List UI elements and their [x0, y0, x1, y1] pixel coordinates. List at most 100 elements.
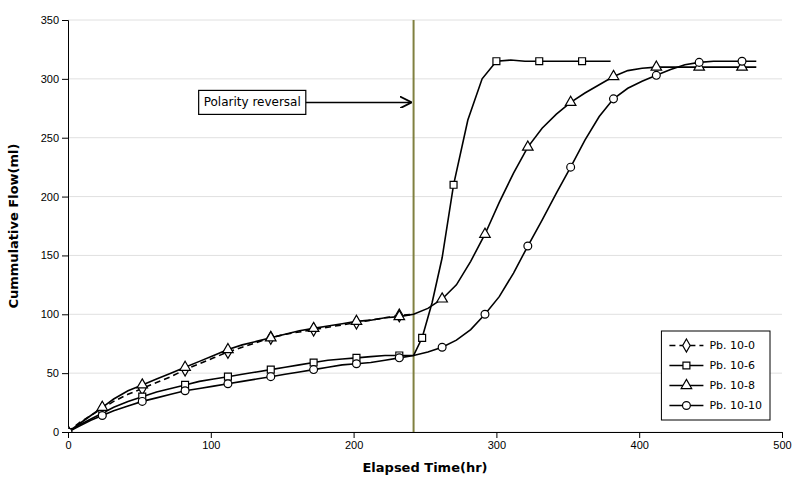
- tick-label: 500: [773, 439, 791, 451]
- tick: 250: [41, 132, 68, 144]
- series-markers: [68, 57, 746, 432]
- tick: 350: [41, 14, 68, 26]
- chart: 0 100 200 300 400 500 0 50 100 150 200 250 300 350 Pol…: [0, 0, 806, 484]
- tick-label: 100: [41, 308, 59, 320]
- marker: [608, 70, 619, 79]
- tick-mark: [782, 432, 783, 438]
- tick-mark: [62, 197, 68, 198]
- marker: [353, 360, 361, 368]
- tick-label: 250: [41, 132, 59, 144]
- legend: Pb. 10-0 Pb. 10-6 Pb. 10-8 Pb. 10-10: [661, 331, 770, 420]
- data-area: [68, 20, 756, 432]
- marker: [738, 57, 746, 65]
- tick: 50: [47, 367, 68, 379]
- grid-line: [68, 255, 782, 256]
- legend-label: Pb. 10-10: [709, 399, 762, 412]
- grid-line: [68, 137, 782, 138]
- series-line: [68, 314, 414, 432]
- grid-line: [68, 20, 782, 21]
- marker: [652, 71, 660, 79]
- legend-label: Pb. 10-6: [709, 359, 755, 372]
- tick-mark: [354, 432, 355, 438]
- y-axis: 0 50 100 150 200 250 300 350: [41, 14, 69, 438]
- marker: [181, 387, 189, 395]
- tick-mark: [62, 255, 68, 256]
- series-markers: [68, 309, 403, 432]
- marker: [224, 373, 231, 380]
- x-axis: 0 100 200 300 400 500: [65, 432, 791, 451]
- tick-label: 100: [202, 439, 220, 451]
- marker: [395, 354, 403, 362]
- tick: 100: [41, 308, 68, 320]
- marker: [137, 379, 148, 388]
- marker: [437, 293, 448, 302]
- marker: [450, 181, 457, 188]
- marker: [579, 58, 586, 65]
- tick-label: 300: [41, 73, 59, 85]
- tick: 0: [65, 432, 71, 451]
- marker: [695, 58, 703, 66]
- legend-marker: [683, 362, 690, 369]
- tick-mark: [62, 20, 68, 21]
- marker: [310, 359, 317, 366]
- marker: [419, 334, 426, 341]
- tick-mark: [62, 138, 68, 139]
- legend-box: [661, 331, 770, 420]
- tick-mark: [639, 432, 640, 438]
- tick: 200: [41, 191, 68, 203]
- x-axis-title: Elapsed Time(hr): [362, 460, 487, 475]
- marker: [308, 322, 319, 331]
- annotation-text: Polarity reversal: [204, 95, 301, 109]
- tick-label: 50: [47, 367, 59, 379]
- series-markers: [68, 58, 586, 432]
- annotation: Polarity reversal: [199, 90, 411, 114]
- tick-label: 200: [41, 191, 59, 203]
- series-markers: [68, 61, 747, 432]
- tick: 300: [41, 73, 68, 85]
- marker: [98, 412, 106, 420]
- marker: [267, 366, 274, 373]
- marker: [138, 397, 146, 405]
- grid-line: [68, 196, 782, 197]
- tick-mark: [62, 432, 68, 433]
- tick: 0: [53, 426, 68, 438]
- legend-item: Pb. 10-6: [669, 359, 755, 372]
- series-line: [68, 67, 756, 432]
- marker: [394, 311, 405, 320]
- tick-label: 350: [41, 14, 59, 26]
- tick-mark: [62, 79, 68, 80]
- marker: [438, 343, 446, 351]
- tick-label: 150: [41, 249, 59, 261]
- tick: 200: [345, 432, 363, 451]
- annotation-box: [199, 90, 306, 114]
- legend-item: Pb. 10-0: [669, 339, 755, 352]
- legend-marker: [683, 402, 691, 410]
- reference-line: [413, 20, 415, 432]
- marker: [351, 315, 362, 324]
- grid: [68, 20, 782, 432]
- tick-label: 300: [488, 439, 506, 451]
- marker: [481, 310, 489, 318]
- marker: [266, 332, 277, 341]
- legend-marker: [681, 379, 692, 388]
- marker: [180, 361, 191, 370]
- marker: [565, 96, 576, 105]
- tick-mark: [211, 432, 212, 438]
- legend-label: Pb. 10-0: [709, 339, 755, 352]
- marker: [97, 401, 108, 410]
- annotation-arrow: [306, 102, 411, 104]
- legend-item: Pb. 10-8: [669, 379, 755, 392]
- marker: [493, 58, 500, 65]
- marker: [223, 344, 234, 353]
- marker: [480, 228, 491, 237]
- marker: [310, 366, 318, 374]
- axis-line: [69, 433, 783, 439]
- series-line: [68, 60, 611, 432]
- tick-label: 400: [631, 439, 649, 451]
- marker: [267, 373, 275, 381]
- tick-mark: [62, 314, 68, 315]
- grid-line: [68, 78, 782, 79]
- marker: [610, 95, 618, 103]
- legend-item: Pb. 10-10: [669, 399, 762, 412]
- y-axis-title: Cummulative Flow(ml): [6, 143, 21, 308]
